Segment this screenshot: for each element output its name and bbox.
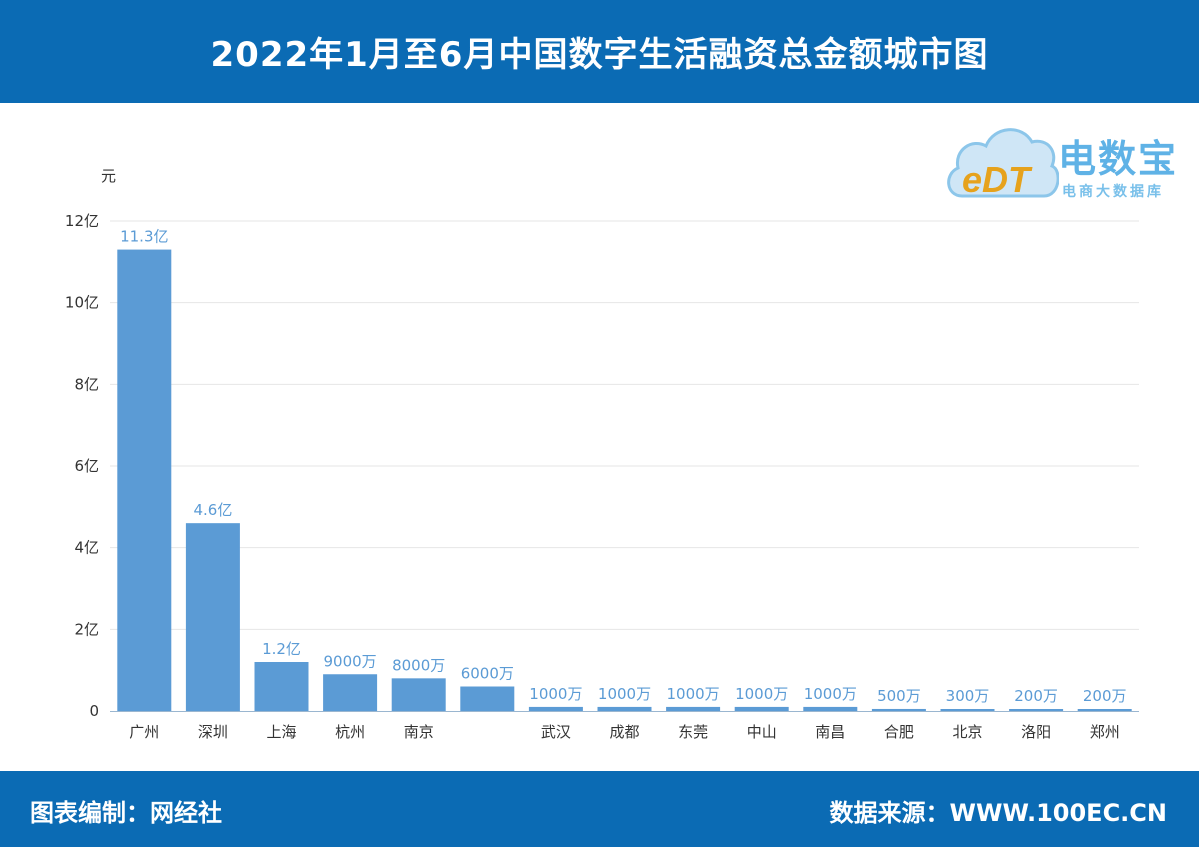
y-tick-label: 8亿 — [74, 375, 99, 393]
data-label: 6000万 — [461, 665, 514, 683]
x-tick-label: 东莞 — [678, 723, 708, 741]
logo-mark: eDT — [962, 159, 1033, 200]
data-label: 200万 — [1083, 687, 1127, 705]
x-tick-label: 洛阳 — [1021, 723, 1051, 741]
data-label: 11.3亿 — [120, 228, 168, 246]
footer-bar: 图表编制：网经社 数据来源：WWW.100EC.CN — [0, 771, 1199, 847]
bar — [666, 706, 721, 711]
data-label: 1000万 — [598, 685, 651, 703]
x-tick-label: 中山 — [747, 723, 777, 741]
x-tick-label: 上海 — [266, 723, 296, 741]
logo: eDT 电数宝 电商大数据库 — [944, 108, 1189, 208]
bar — [185, 523, 240, 711]
x-axis-ticks: 广州 深圳 上海 杭州 南京 武汉 成都 东莞 中山 南昌 合肥 北京 洛阳 郑州 — [129, 723, 1119, 741]
y-tick-label: 12亿 — [65, 212, 99, 230]
chart-title: 2022年1月至6月中国数字生活融资总金额城市图 — [210, 35, 989, 75]
data-labels: 11.3亿 4.6亿 1.2亿 9000万 8000万 6000万 1000万 1000万 10… — [120, 228, 1126, 705]
bar — [803, 706, 858, 711]
x-tick-label: 南昌 — [815, 723, 845, 741]
bar — [323, 674, 378, 711]
footer-credit: 图表编制：网经社 — [30, 799, 222, 827]
data-label: 8000万 — [392, 656, 445, 674]
data-label: 1000万 — [667, 685, 720, 703]
x-tick-label: 北京 — [952, 723, 982, 741]
logo-brand: 电数宝 — [1058, 137, 1179, 181]
x-tick-label: 杭州 — [335, 723, 365, 741]
y-tick-label: 6亿 — [74, 457, 99, 475]
bar-chart: 元 0 2亿 4亿 6亿 8亿 10亿 12亿 11.3亿 4.6亿 1.2亿 9000万 8000… — [65, 167, 1139, 741]
bar — [734, 706, 789, 711]
data-label: 500万 — [877, 687, 921, 705]
y-tick-label: 2亿 — [74, 620, 99, 638]
bar — [597, 706, 652, 711]
x-tick-label: 广州 — [129, 723, 159, 741]
grid-lines — [110, 220, 1139, 630]
x-tick-label: 合肥 — [884, 723, 914, 741]
bar — [1077, 709, 1132, 711]
x-tick-label: 深圳 — [198, 723, 228, 741]
y-tick-label: 0 — [89, 702, 99, 720]
x-tick-label: 成都 — [609, 723, 639, 741]
bar — [391, 678, 446, 711]
data-label: 300万 — [946, 687, 990, 705]
footer-source: 数据来源：WWW.100EC.CN — [829, 799, 1168, 827]
bar — [528, 706, 583, 711]
data-label: 200万 — [1014, 687, 1058, 705]
logo-subtitle: 电商大数据库 — [1062, 184, 1164, 200]
y-tick-label: 4亿 — [74, 539, 99, 557]
bars — [117, 249, 1132, 712]
y-unit-label: 元 — [101, 167, 116, 185]
data-label: 4.6亿 — [193, 501, 232, 519]
bar — [1009, 709, 1064, 711]
bar — [871, 708, 926, 711]
cloud-logo-icon: eDT — [947, 128, 1060, 200]
y-axis-ticks: 0 2亿 4亿 6亿 8亿 10亿 12亿 — [65, 212, 99, 720]
bar — [254, 662, 309, 711]
bar — [460, 686, 515, 711]
x-tick-label: 郑州 — [1090, 723, 1120, 741]
header-bar: 2022年1月至6月中国数字生活融资总金额城市图 — [0, 0, 1199, 103]
data-label: 1.2亿 — [262, 640, 301, 658]
bar — [117, 249, 172, 712]
y-tick-label: 10亿 — [65, 294, 99, 312]
data-label: 9000万 — [324, 652, 377, 670]
x-tick-label: 南京 — [404, 723, 434, 741]
x-tick-label: 武汉 — [541, 723, 571, 741]
data-label: 1000万 — [529, 685, 582, 703]
data-label: 1000万 — [735, 685, 788, 703]
bar — [940, 709, 995, 711]
data-label: 1000万 — [804, 685, 857, 703]
